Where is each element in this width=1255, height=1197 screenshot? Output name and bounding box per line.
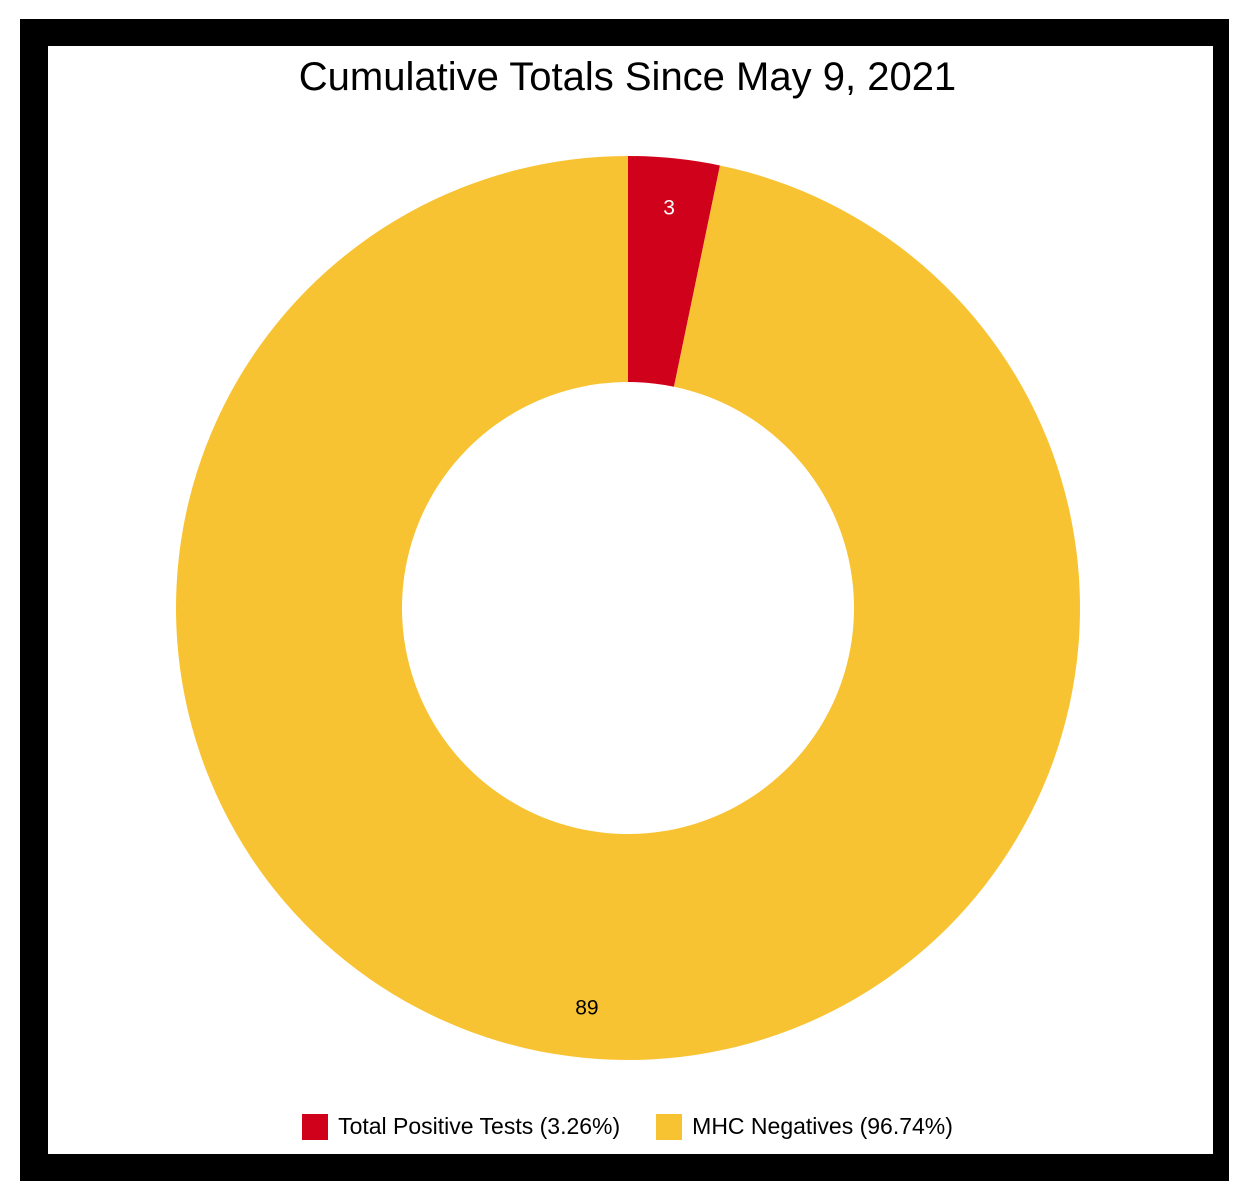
data-label-negatives: 89: [575, 996, 598, 1019]
donut-slice-positive[interactable]: [628, 156, 720, 387]
legend-item-negatives[interactable]: MHC Negatives (96.74%): [656, 1113, 953, 1140]
chart-legend: Total Positive Tests (3.26%) MHC Negativ…: [0, 1113, 1255, 1140]
legend-item-positive[interactable]: Total Positive Tests (3.26%): [302, 1113, 620, 1140]
donut-slice-negatives[interactable]: [175, 156, 1080, 1060]
donut-slices: [175, 156, 1080, 1060]
legend-label-positive: Total Positive Tests (3.26%): [338, 1113, 621, 1139]
legend-label-negatives: MHC Negatives (96.74%): [692, 1113, 953, 1139]
legend-swatch-positive: [302, 1113, 329, 1140]
chart-title: Cumulative Totals Since May 9, 2021: [298, 55, 957, 99]
donut-labels: 3 89: [575, 197, 675, 1020]
legend-swatch-negatives: [656, 1113, 683, 1140]
data-label-positive: 3: [663, 197, 675, 220]
